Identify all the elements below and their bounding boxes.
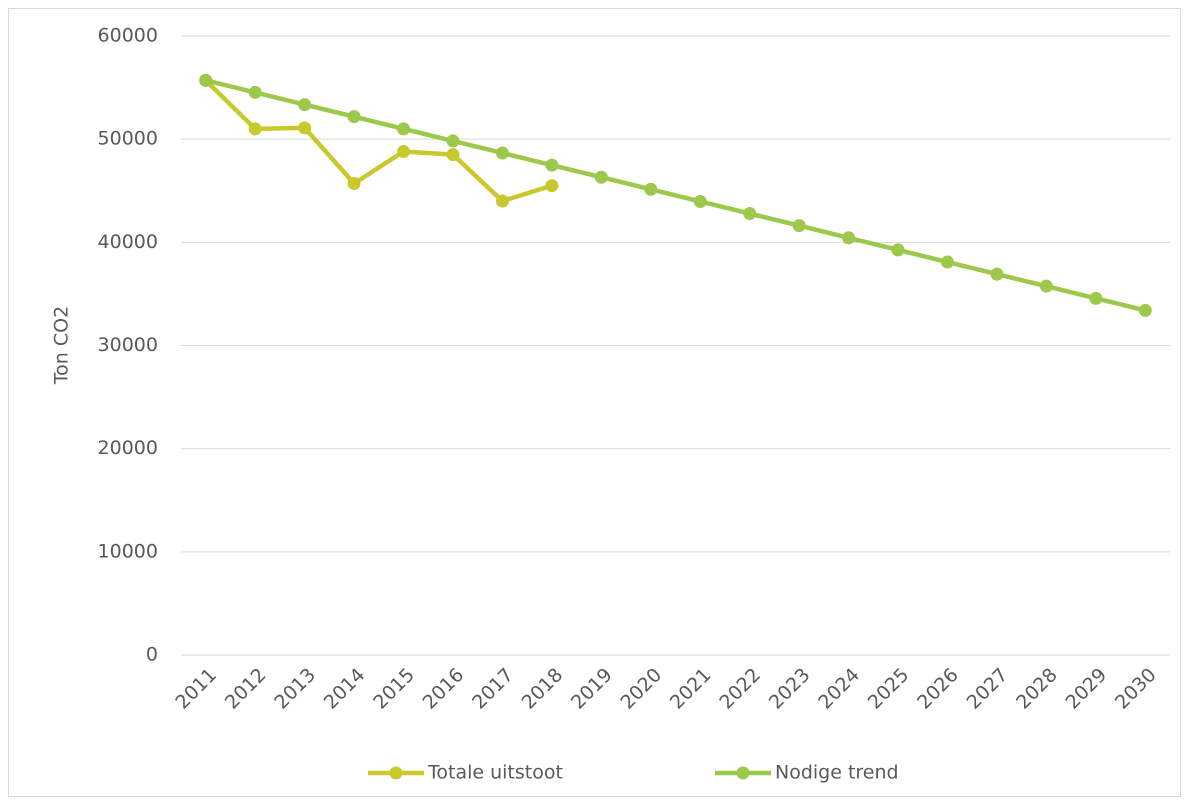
y-tick-label: 30000 <box>98 334 158 356</box>
series-line <box>204 78 553 204</box>
series-line <box>205 78 1146 313</box>
data-point <box>495 194 509 208</box>
y-axis-label: Ton CO2 <box>51 306 73 385</box>
data-point <box>545 158 559 172</box>
data-point <box>644 182 658 196</box>
legend-label: Nodige trend <box>775 762 899 784</box>
data-point <box>1039 279 1053 293</box>
data-point <box>248 85 262 99</box>
data-point <box>792 219 806 233</box>
legend-marker <box>736 766 750 780</box>
data-point <box>940 255 954 269</box>
legend-marker <box>389 766 403 780</box>
data-point <box>298 121 312 135</box>
data-point <box>545 179 559 193</box>
data-point <box>1089 291 1103 305</box>
data-point <box>397 122 411 136</box>
data-point <box>446 134 460 148</box>
data-point <box>1138 303 1152 317</box>
y-tick-label: 10000 <box>98 540 158 562</box>
data-point <box>199 73 213 87</box>
y-tick-label: 50000 <box>98 128 158 150</box>
data-point <box>495 146 509 160</box>
data-point <box>397 145 411 159</box>
y-tick-label: 40000 <box>98 231 158 253</box>
data-point <box>594 170 608 184</box>
y-tick-label: 20000 <box>98 437 158 459</box>
data-point <box>743 207 757 221</box>
data-point <box>248 122 262 136</box>
data-point <box>891 243 905 257</box>
y-tick-label: 0 <box>146 644 158 666</box>
y-tick-label: 60000 <box>98 25 158 47</box>
data-point <box>298 98 312 112</box>
data-point <box>990 267 1004 281</box>
data-point <box>347 110 361 124</box>
chart-border <box>8 8 1181 797</box>
legend-label: Totale uitstoot <box>427 762 563 784</box>
data-point <box>842 231 856 245</box>
data-point <box>347 177 361 191</box>
data-point <box>693 194 707 208</box>
data-point <box>446 148 460 162</box>
